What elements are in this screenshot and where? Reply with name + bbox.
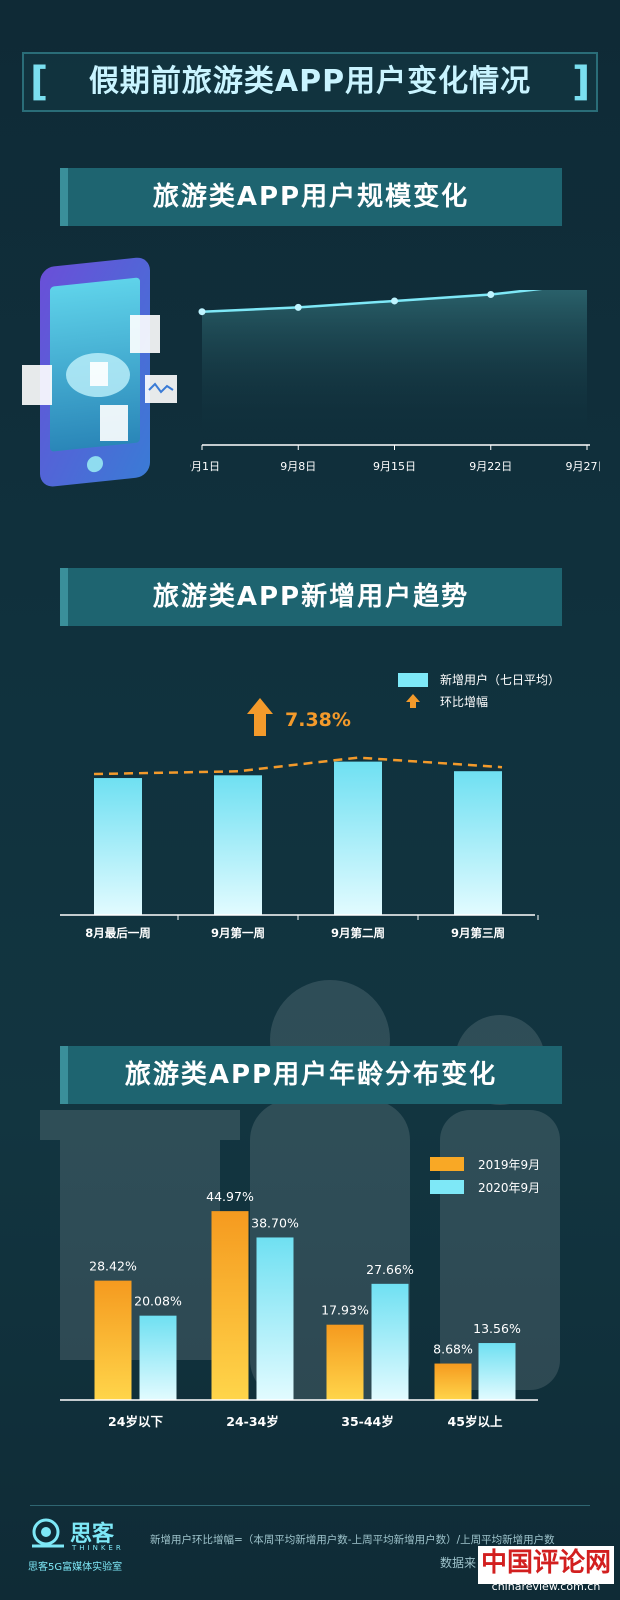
document-icon <box>100 405 128 441</box>
logo-text: 思客 <box>70 1522 115 1547</box>
data-label: 17.93% <box>321 1303 369 1318</box>
formula-note: 新增用户环比增幅=（本周平均新增用户数-上周平均新增用户数）/上周平均新增用户数 <box>150 1534 555 1546</box>
footer-divider <box>30 1505 590 1506</box>
background-decoration <box>40 980 560 1400</box>
bar-2019 <box>434 1363 472 1400</box>
document-icon <box>22 365 52 405</box>
growth-trend-line <box>93 756 503 776</box>
data-label: 13.56% <box>473 1321 521 1336</box>
data-label: 28.42% <box>89 1259 137 1274</box>
watermark-text: 中国评论网 <box>480 1548 611 1578</box>
x-tick-label: 9月22日 <box>469 460 512 473</box>
bar-2019 <box>326 1324 364 1400</box>
legend-swatch-2020 <box>430 1180 464 1194</box>
x-tick-label: 9月1日 <box>190 460 220 473</box>
legend-label-2020: 2020年9月 <box>478 1181 541 1195</box>
bar-2020 <box>371 1283 409 1400</box>
growth-annotation: 7.38% <box>285 709 351 731</box>
user-scale-line-chart: 9月1日 9月8日 9月15日 9月22日 9月27日 <box>190 290 601 473</box>
new-users-bar-chart: 7.38%8月最后一周（8.24-8.30）9月第一周（8.31-9.6）9月第… <box>60 698 539 940</box>
data-point <box>198 308 206 316</box>
category-label: 45岁以上 <box>448 1414 503 1429</box>
data-point <box>487 291 495 298</box>
section-title-age-distribution: 旅游类APP用户年龄分布变化 <box>124 1060 498 1090</box>
area-fill <box>202 290 587 445</box>
bar-new-users <box>454 771 502 915</box>
x-tick-label: 9月8日 <box>280 460 316 473</box>
legend-label-new-users: 新增用户（七日平均） <box>440 673 561 687</box>
legend-arrow-icon <box>406 694 420 708</box>
section-title-new-users: 旅游类APP新增用户趋势 <box>152 582 470 612</box>
category-label: 35-44岁 <box>341 1414 393 1429</box>
legend-swatch-2019 <box>430 1157 464 1171</box>
data-point <box>391 297 398 305</box>
right-bracket-icon: ] <box>572 59 591 105</box>
main-title-frame <box>22 52 598 112</box>
category-label: 24-34岁 <box>226 1414 278 1429</box>
data-label: 38.70% <box>251 1215 299 1230</box>
bar-2019 <box>94 1280 132 1400</box>
category-label: 9月第二周 <box>331 926 385 940</box>
section-banner-2 <box>60 568 562 626</box>
bar-new-users <box>214 775 262 915</box>
lab-name: 思客5G富媒体实验室 <box>28 1562 123 1573</box>
category-label: 9月第三周 <box>451 926 505 940</box>
legend-item-new-users <box>398 673 428 687</box>
legend-label-2019: 2019年9月 <box>478 1158 541 1172</box>
thinker-logo-icon <box>32 1518 64 1548</box>
x-tick-label: 9月15日 <box>373 460 416 473</box>
bar-new-users <box>94 778 142 915</box>
bar-2020 <box>478 1343 516 1400</box>
watermark-box <box>478 1546 614 1584</box>
data-label: 8.68% <box>433 1342 473 1357</box>
data-point <box>294 303 302 311</box>
bar-new-users <box>334 761 382 915</box>
data-label: 20.08% <box>134 1294 182 1309</box>
document-icon <box>130 315 160 353</box>
left-bracket-icon: [ <box>30 59 49 105</box>
section-banner-1 <box>60 168 562 226</box>
bar-2019 <box>211 1211 249 1400</box>
logo-subtext: THINKER <box>72 1544 124 1552</box>
category-label: 9月第一周 <box>211 926 265 940</box>
cloud-icon <box>66 353 130 397</box>
category-label: 8月最后一周 <box>85 926 151 940</box>
bar-2020 <box>256 1237 294 1400</box>
data-source: 数据来 <box>440 1556 477 1570</box>
bar-2020 <box>139 1315 177 1400</box>
data-label: 27.66% <box>366 1262 414 1277</box>
x-tick-label: 9月27日 <box>566 460 601 473</box>
age-distribution-bar-chart: 28.42% 44.97% 17.93% 8.68% 20.08% 38.70% 27.66… <box>60 1189 538 1429</box>
page-title: 假期前旅游类APP用户变化情况 <box>88 64 532 99</box>
category-label: 24岁以下 <box>108 1414 163 1429</box>
growth-arrow-icon <box>247 698 273 736</box>
watermark-url: chinareview.com.cn <box>491 1580 601 1593</box>
phone-illustration <box>22 257 177 487</box>
data-label: 44.97% <box>206 1189 254 1204</box>
section-title-user-scale: 旅游类APP用户规模变化 <box>152 182 470 212</box>
section-banner-3 <box>60 1046 562 1104</box>
legend-label-growth: 环比增幅 <box>440 695 489 709</box>
